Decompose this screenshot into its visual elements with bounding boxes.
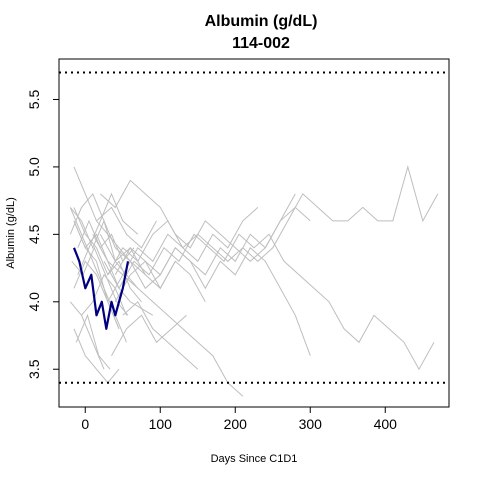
patient-series-line xyxy=(107,165,439,276)
patient-series-line xyxy=(129,193,296,290)
x-axis: 0 100 200 300 400 xyxy=(81,407,397,432)
patient-series-line xyxy=(69,207,127,343)
y-tick-label: 4.0 xyxy=(26,292,42,312)
x-tick-label: 300 xyxy=(299,416,323,432)
plot-area xyxy=(59,71,449,397)
patient-series-line xyxy=(73,166,131,262)
highlighted-patient-line xyxy=(72,247,130,330)
patient-series-line xyxy=(99,234,176,290)
y-axis: 3.5 4.0 4.5 5.0 5.5 xyxy=(26,90,59,379)
chart-subtitle: 114-002 xyxy=(232,35,290,52)
x-tick-label: 100 xyxy=(149,416,173,432)
patient-series-line xyxy=(111,314,187,356)
x-axis-label: Days Since C1D1 xyxy=(211,453,298,465)
patient-series-line xyxy=(114,247,311,356)
patient-series-line xyxy=(96,206,157,249)
patient-series-line xyxy=(75,313,111,370)
patient-series-line xyxy=(81,273,127,316)
patient-series-line xyxy=(107,274,244,397)
patient-series-line xyxy=(69,207,139,289)
patient-series-line xyxy=(122,301,199,370)
y-axis-label: Albumin (g/dL) xyxy=(5,197,17,269)
y-tick-label: 5.0 xyxy=(26,157,42,177)
x-tick-label: 0 xyxy=(81,416,89,432)
patient-series-line xyxy=(73,328,120,384)
patient-series-line xyxy=(103,233,435,371)
patient-series-line xyxy=(77,219,135,263)
plot-frame xyxy=(58,58,450,408)
x-tick-label: 400 xyxy=(374,416,398,432)
y-tick-label: 3.5 xyxy=(26,359,42,379)
y-tick-label: 4.5 xyxy=(26,224,42,244)
y-tick-label: 5.5 xyxy=(26,90,42,110)
x-tick-label: 200 xyxy=(224,416,248,432)
chart-title: Albumin (g/dL) xyxy=(205,13,318,30)
patient-series-line xyxy=(92,207,259,276)
patient-series-line xyxy=(77,192,139,275)
